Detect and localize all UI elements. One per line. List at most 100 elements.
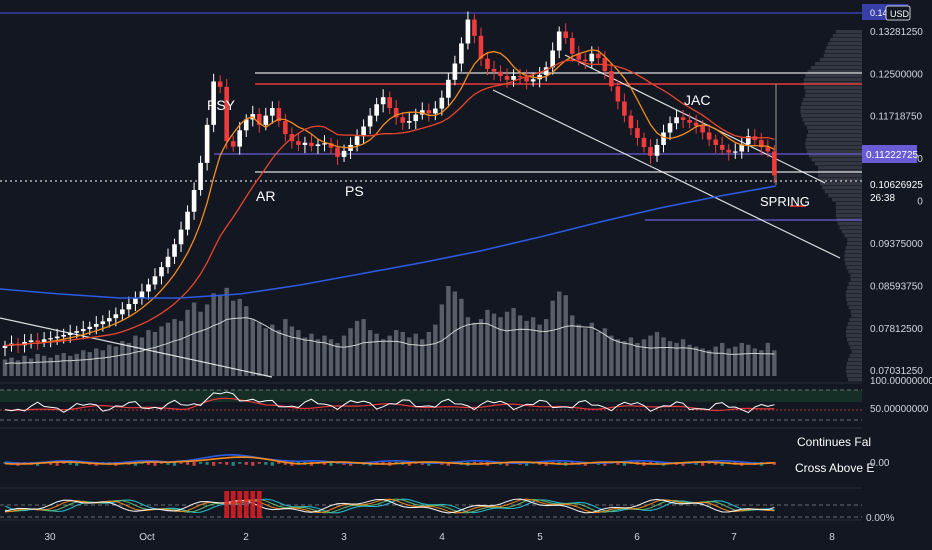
channel-upper-line bbox=[564, 54, 826, 184]
volume-profile-bar bbox=[806, 150, 862, 154]
volume-profile-bar bbox=[847, 238, 862, 242]
volume-profile-bar bbox=[847, 338, 862, 342]
volume-bar-29 bbox=[191, 302, 197, 376]
rsi-band bbox=[0, 390, 862, 402]
volume-profile-bar bbox=[808, 154, 862, 158]
volume-bar-81 bbox=[530, 317, 536, 376]
volume-bar-103 bbox=[674, 342, 679, 376]
volume-profile-bar bbox=[844, 234, 862, 238]
candle-body-104 bbox=[680, 117, 686, 120]
volume-bar-4 bbox=[28, 358, 34, 376]
price-badges: 0.14...25 USD 0.11222725 0.10626925 26:3… bbox=[862, 4, 923, 205]
stoch-signal-bar-36 bbox=[237, 491, 243, 518]
candle-body-36 bbox=[237, 130, 243, 147]
osc-hist-110 bbox=[720, 462, 724, 466]
candle-body-50 bbox=[328, 143, 334, 148]
osc-hist-95 bbox=[622, 462, 626, 466]
candle-body-93 bbox=[609, 71, 614, 87]
candle-body-41 bbox=[270, 108, 275, 116]
volume-bar-112 bbox=[733, 346, 738, 376]
candle-body-69 bbox=[452, 63, 458, 80]
volume-profile-bar bbox=[820, 182, 862, 186]
volume-bar-28 bbox=[185, 309, 190, 376]
last-price-label: 0.10626925 bbox=[870, 180, 923, 191]
volume-profile-bar bbox=[826, 46, 862, 50]
volume-profile-bar bbox=[839, 226, 862, 230]
volume-profile-bar bbox=[850, 310, 862, 314]
candle-body-116 bbox=[759, 140, 764, 148]
volume-bar-106 bbox=[693, 346, 699, 376]
volume-bar-109 bbox=[713, 346, 718, 376]
candle-body-113 bbox=[739, 144, 745, 152]
candle-body-79 bbox=[517, 76, 523, 78]
volume-bar-6 bbox=[41, 355, 47, 376]
candle-body-90 bbox=[589, 53, 595, 62]
candle-body-68 bbox=[446, 79, 451, 98]
currency-badge[interactable] bbox=[885, 5, 911, 21]
osc-hist-57 bbox=[375, 462, 379, 464]
time-tick-5: 5 bbox=[537, 532, 543, 543]
candle-body-19 bbox=[126, 304, 132, 310]
volume-bar-15 bbox=[100, 350, 105, 376]
candle-body-39 bbox=[256, 114, 262, 125]
volume-profile-bar bbox=[806, 126, 862, 130]
osc-hist-87 bbox=[570, 462, 574, 464]
volume-profile-bar bbox=[803, 78, 862, 82]
osc-line-orange bbox=[4, 456, 775, 465]
volume-profile-bar bbox=[802, 98, 862, 102]
candle-body-102 bbox=[667, 123, 673, 133]
candle-body-5 bbox=[35, 340, 40, 342]
osc-hist-94 bbox=[616, 462, 620, 465]
osc-hist-77 bbox=[505, 462, 509, 466]
volume-profile-bar bbox=[802, 118, 862, 122]
candle-body-32 bbox=[211, 81, 216, 125]
volume-bar-12 bbox=[81, 350, 86, 376]
volume-bar-102 bbox=[667, 341, 673, 376]
candle-body-48 bbox=[315, 144, 321, 147]
volume-bar-61 bbox=[400, 331, 405, 376]
label-psy: PSY bbox=[207, 97, 236, 113]
osc-hist-68 bbox=[446, 462, 450, 466]
osc-hist-107 bbox=[701, 462, 705, 466]
volume-bar-49 bbox=[322, 335, 327, 376]
volume-profile-bar bbox=[846, 298, 862, 302]
osc-hist-62 bbox=[407, 462, 411, 466]
volume-bar-108 bbox=[706, 350, 712, 376]
volume-bar-24 bbox=[159, 326, 164, 376]
volume-profile-bar bbox=[845, 262, 862, 266]
candle-body-87 bbox=[569, 38, 575, 54]
candle-body-118 bbox=[772, 151, 777, 176]
volume-bar-21 bbox=[139, 337, 145, 376]
osc-hist-34 bbox=[225, 462, 229, 465]
volume-profile-bar bbox=[805, 142, 862, 146]
candle-body-95 bbox=[622, 101, 627, 116]
stoch-signal-bar-35 bbox=[230, 491, 236, 518]
candle-body-96 bbox=[628, 115, 634, 129]
volume-bar-101 bbox=[661, 337, 666, 376]
volume-bar-87 bbox=[570, 315, 575, 376]
rsi-tick-1: 50.00000000 bbox=[870, 404, 929, 415]
candle-body-27 bbox=[178, 229, 184, 245]
osc-hist-30 bbox=[199, 462, 203, 464]
volume-profile-bar bbox=[850, 346, 862, 350]
volume-bar-13 bbox=[87, 352, 92, 376]
osc-hist-41 bbox=[270, 462, 274, 466]
time-tick-1: Oct bbox=[139, 532, 155, 543]
candle-body-81 bbox=[530, 79, 536, 82]
volume-profile-bar bbox=[848, 306, 862, 310]
osc-hist-106 bbox=[694, 462, 698, 465]
candle-body-74 bbox=[485, 58, 490, 69]
volume-profile-bar bbox=[801, 114, 862, 118]
candle-body-20 bbox=[133, 298, 138, 304]
volume-profile-bar bbox=[801, 102, 862, 106]
candle-body-110 bbox=[719, 144, 725, 150]
price-tick-1: 0.12500000 bbox=[870, 69, 923, 80]
time-tick-7: 7 bbox=[731, 532, 737, 543]
candle-body-94 bbox=[615, 86, 621, 102]
candle-body-109 bbox=[713, 139, 718, 145]
volume-profile-bar bbox=[819, 58, 862, 62]
volume-profile-bar bbox=[849, 318, 862, 322]
osc-hist-7 bbox=[49, 462, 53, 465]
